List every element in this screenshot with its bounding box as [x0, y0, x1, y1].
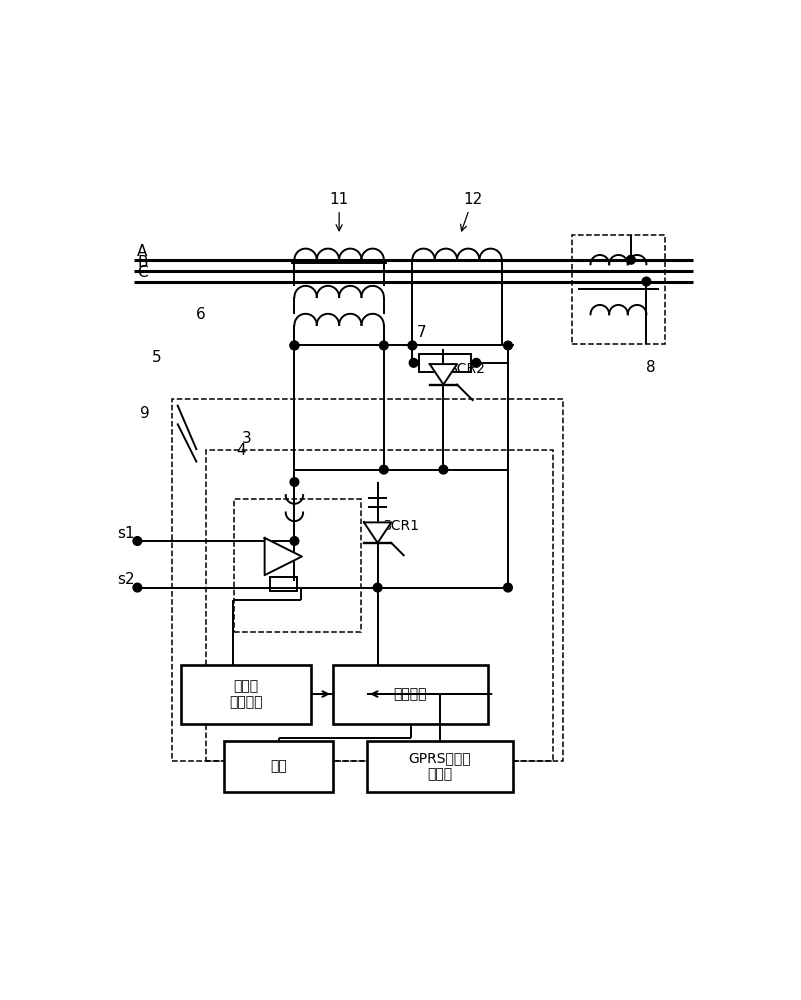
Text: s2: s2 — [117, 572, 135, 587]
Text: C: C — [138, 265, 148, 280]
Text: 电源: 电源 — [270, 759, 287, 773]
Text: A: A — [138, 244, 147, 259]
Text: 6: 6 — [196, 307, 206, 322]
Circle shape — [373, 583, 382, 592]
Text: s1: s1 — [117, 526, 135, 541]
Circle shape — [290, 478, 299, 486]
Text: 输入单元: 输入单元 — [229, 695, 263, 709]
Circle shape — [504, 341, 513, 350]
Circle shape — [409, 358, 418, 367]
Text: 5: 5 — [151, 350, 161, 365]
Polygon shape — [264, 538, 302, 575]
Circle shape — [504, 583, 513, 592]
Circle shape — [133, 583, 142, 592]
Circle shape — [408, 341, 417, 350]
Text: 12: 12 — [461, 192, 482, 231]
Bar — [206, 450, 553, 761]
Text: 4: 4 — [237, 443, 247, 458]
Circle shape — [642, 277, 650, 286]
Circle shape — [290, 341, 299, 350]
Bar — [181, 665, 311, 724]
Circle shape — [472, 358, 481, 367]
Circle shape — [290, 537, 299, 545]
Text: 7: 7 — [417, 325, 426, 340]
Polygon shape — [364, 522, 391, 543]
Bar — [367, 741, 513, 792]
Text: GPRS远程发: GPRS远程发 — [409, 751, 471, 765]
Bar — [333, 665, 488, 724]
Circle shape — [439, 465, 448, 474]
Text: B: B — [138, 255, 148, 270]
Bar — [572, 235, 665, 344]
Bar — [419, 354, 471, 372]
Circle shape — [133, 537, 142, 545]
Bar — [224, 741, 333, 792]
Text: SCR2: SCR2 — [449, 362, 485, 376]
Text: 11: 11 — [329, 192, 348, 231]
Bar — [270, 577, 297, 591]
Text: 显示与: 显示与 — [233, 679, 259, 693]
Text: 送模块: 送模块 — [428, 767, 453, 781]
Bar — [171, 399, 562, 761]
Circle shape — [380, 465, 388, 474]
Circle shape — [290, 341, 299, 350]
Bar — [234, 499, 360, 632]
Text: A1: A1 — [266, 549, 284, 563]
Text: 控制装置: 控制装置 — [394, 687, 427, 701]
Text: 8: 8 — [646, 360, 656, 375]
Polygon shape — [430, 364, 457, 385]
Text: 3: 3 — [242, 431, 252, 446]
Text: SCR1: SCR1 — [383, 519, 420, 533]
Text: 9: 9 — [140, 406, 151, 421]
Circle shape — [380, 341, 388, 350]
Circle shape — [626, 255, 635, 264]
